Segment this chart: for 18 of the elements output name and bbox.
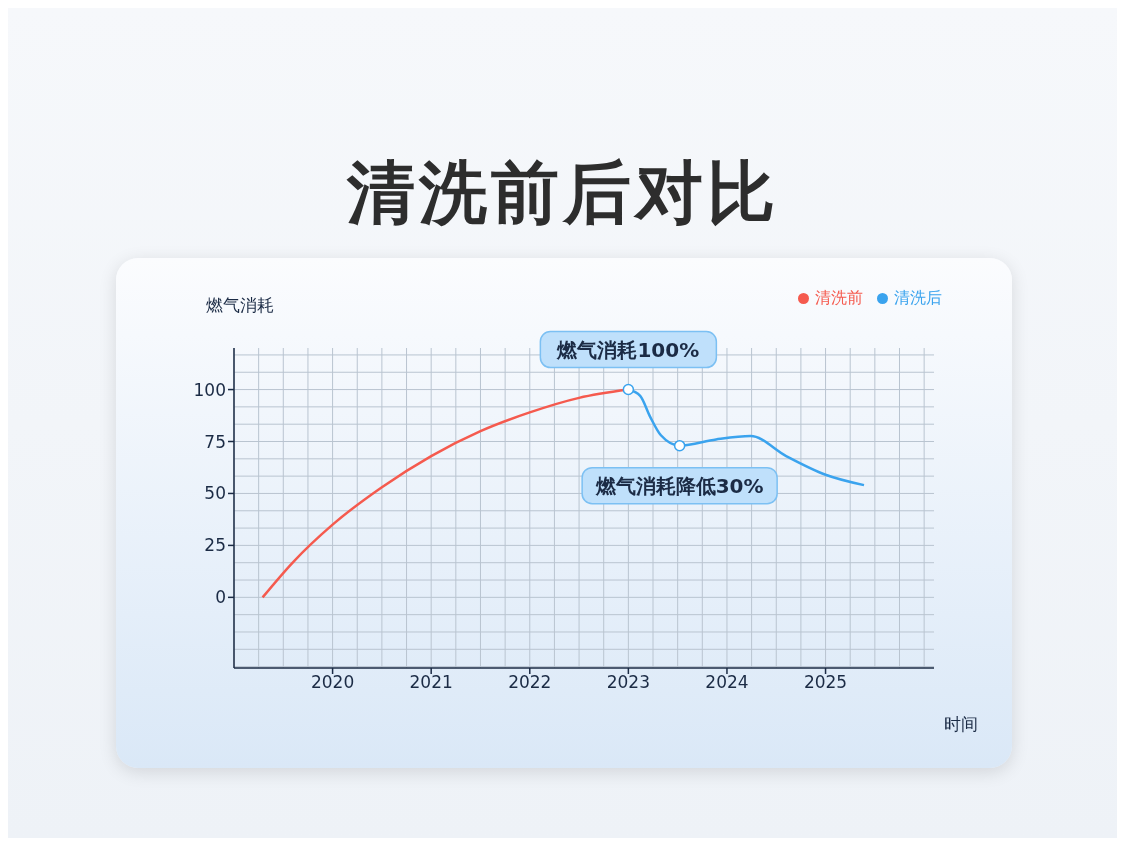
x-tick-label: 2023	[606, 672, 650, 693]
annotation: 燃气消耗降低30%	[594, 473, 764, 498]
x-tick-label: 2021	[409, 672, 453, 693]
annotation: 燃气消耗100%	[556, 337, 700, 362]
legend-label: 清洗后	[893, 288, 942, 309]
x-tick-label: 2022	[508, 672, 552, 693]
y-tick-label: 0	[215, 587, 226, 608]
y-axis-title: 燃气消耗	[206, 294, 274, 317]
y-tick-label: 50	[204, 483, 226, 504]
x-tick-label: 2020	[310, 672, 355, 693]
legend-label: 清洗前	[814, 288, 863, 309]
chart-title: 清洗前后对比	[345, 152, 780, 234]
y-tick-label: 100	[193, 379, 226, 400]
y-tick-label: 25	[204, 535, 226, 556]
x-axis-title: 时间	[944, 713, 978, 736]
y-tick-label: 75	[204, 431, 226, 452]
x-tick-label: 2025	[803, 672, 848, 693]
x-tick-label: 2024	[705, 672, 749, 693]
